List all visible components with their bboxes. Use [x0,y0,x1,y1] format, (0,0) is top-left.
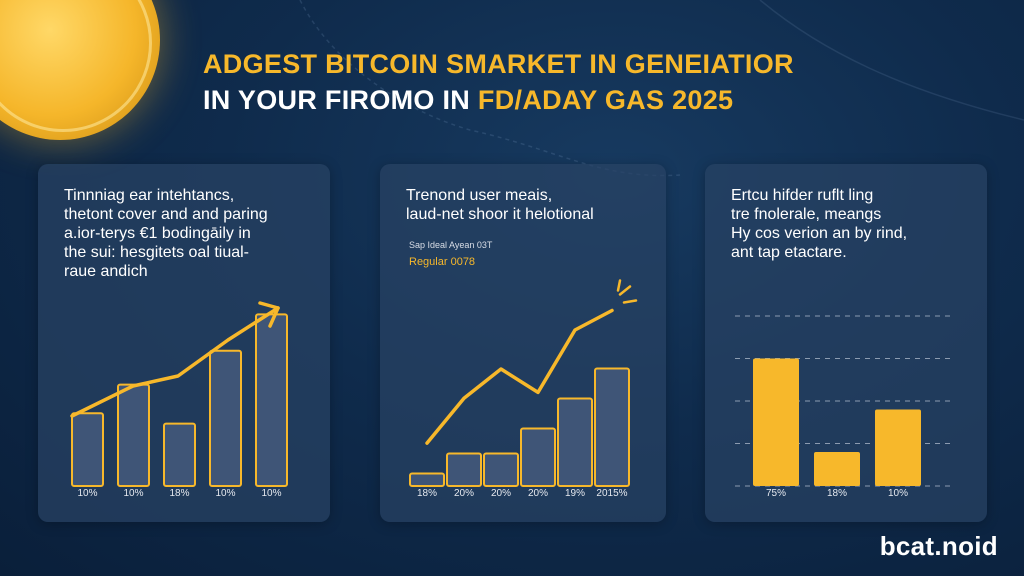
chart-1-tick-label: 10% [123,488,143,499]
chart-3-tick-label: 18% [827,488,847,499]
chart-1-bar [117,383,150,488]
panel-3-line: Ertcu hifder ruflt ling [731,187,874,204]
panel-1-line: thetont cover and and paring [64,206,268,223]
panel-1-line: raue andich [64,263,148,280]
chart-3: 75% 18% 10% [735,315,955,499]
chart-3-bar [875,409,921,486]
chart-2-bar [483,452,519,487]
chart-2-tick-label: 19% [565,488,585,499]
title-line-1: ADGEST BITCOIN SMARKET IN GENEIATIOR [203,49,794,79]
bitcoin-coin-image [0,0,160,140]
chart-1-trend-line [70,306,280,418]
chart-2-bar [594,367,630,487]
chart-2-tick-label: 2015% [596,488,627,499]
chart-1-bar [255,313,288,487]
panel-3-text: Ertcu hifder ruflt ling tre fnolerale, m… [731,186,981,262]
panel-3-line: tre fnolerale, meangs [731,206,882,223]
chart-1-tick-label: 10% [261,488,281,499]
chart-3-tick-label: 10% [888,488,908,499]
chart-1-bar [209,349,242,487]
brand-logo: bcat.noid [879,531,998,561]
chart-2-bar [409,472,445,487]
title-line-2: IN YOUR FIROMO IN FD/ADAY GAS 2025 [203,82,794,118]
chart-2-tick-label: 20% [528,488,548,499]
title-line-2-main: IN YOUR FIROMO IN [203,85,478,115]
chart-2: 18% 20% 20% 20% 19% 2015% [409,279,638,499]
panel-2-sub-label: Sap Ideal Ayean 03T [409,240,493,250]
chart-2-bar [446,452,482,487]
panel-2-line: Trenond user meais, [406,187,553,204]
panel-1-line: a.ior-terys €1 bodingāily in [64,225,251,242]
chart-panel-2: Trenond user meais, laud-net shoor it he… [380,164,666,522]
chart-panel-1: Tinnniag ear intehtancs, thetont cover a… [38,164,330,522]
chart-2-spark-icon [616,279,638,304]
chart-1-bar [71,412,104,487]
panel-1-text: Tinnniag ear intehtancs, thetont cover a… [64,186,314,281]
chart-1-tick-label: 18% [169,488,189,499]
chart-1-trend-arrowhead [258,301,280,328]
chart-1-tick-label: 10% [215,488,235,499]
panel-1-line: the sui: hesgitets oal tiual- [64,244,249,261]
chart-1: 10% 10% 18% 10% 10% [70,301,288,499]
panel-2-accent-label: Regular 0078 [409,256,476,268]
page-title: ADGEST BITCOIN SMARKET IN GENEIATIOR IN … [203,46,794,118]
chart-2-bar [520,427,556,487]
chart-3-bar [814,452,860,486]
chart-2-series-line [425,308,614,445]
chart-1-tick-label: 10% [77,488,97,499]
panel-3-line: Hy cos verion an by rind, [731,225,908,242]
title-line-2-highlight: FD/ADAY GAS 2025 [477,85,734,115]
chart-2-tick-label: 18% [417,488,437,499]
panel-2-text: Trenond user meais, laud-net shoor it he… [406,186,656,224]
chart-panel-3: Ertcu hifder ruflt ling tre fnolerale, m… [705,164,987,522]
panel-1-line: Tinnniag ear intehtancs, [64,187,235,204]
chart-2-bar [557,397,593,487]
panel-3-line: ant tap etactare. [731,244,847,261]
chart-3-tick-label: 75% [766,488,786,499]
chart-2-tick-label: 20% [491,488,511,499]
chart-1-bar [163,422,196,488]
panel-2-line: laud-net shoor it helotional [406,206,594,223]
chart-2-tick-label: 20% [454,488,474,499]
chart-3-bar [753,358,799,486]
